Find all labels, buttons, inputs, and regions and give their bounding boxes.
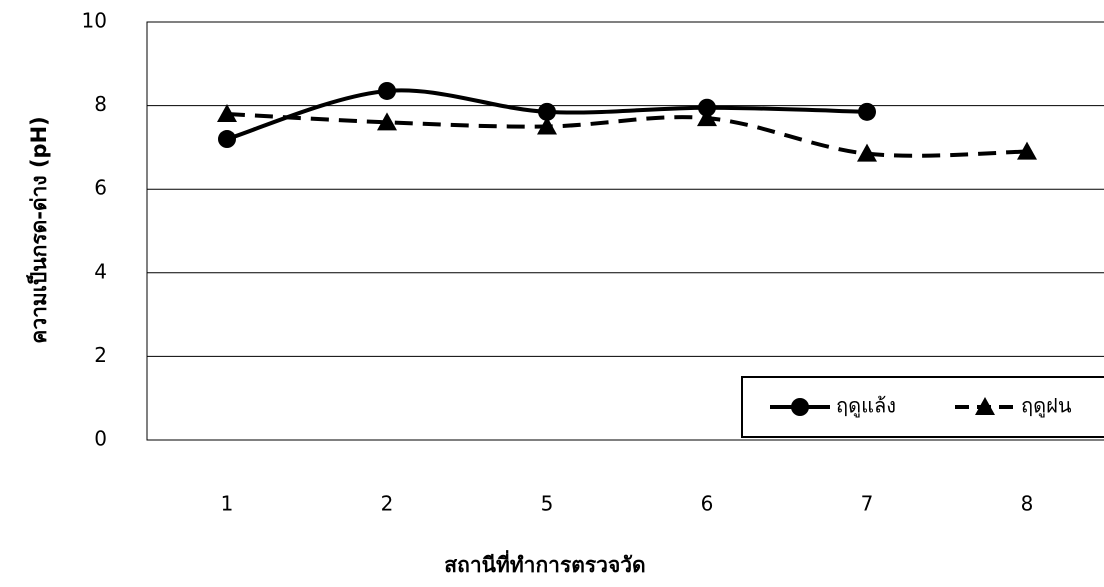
data-point (217, 103, 237, 122)
x-tick-label: 1 (221, 492, 234, 516)
data-point (538, 102, 556, 121)
data-point (858, 102, 876, 121)
y-tick-label: 2 (94, 343, 107, 367)
y-tick-label: 10 (82, 9, 107, 33)
x-tick-label: 7 (861, 492, 874, 516)
data-point (377, 112, 397, 131)
legend-marker (791, 398, 809, 416)
y-tick-label: 6 (94, 176, 107, 200)
y-axis-title: ความเป็นกรด-ด่าง (pH) (25, 116, 51, 343)
y-tick-label: 0 (94, 427, 107, 451)
data-point (1017, 141, 1037, 160)
data-point (857, 143, 877, 162)
series-line (226, 111, 1028, 158)
legend-label: ฤดูแล้ง (836, 394, 896, 419)
x-axis-title: สถานีที่ทำการตรวจวัด (444, 549, 645, 577)
legend-marker (975, 397, 995, 415)
plot-area (146, 21, 1104, 441)
y-tick-label: 4 (94, 259, 107, 283)
data-point (537, 116, 557, 135)
legend-label: ฤดูฝน (1021, 394, 1072, 419)
y-tick-label: 8 (94, 92, 107, 116)
x-tick-label: 2 (381, 492, 394, 516)
x-tick-label: 5 (541, 492, 554, 516)
data-point (218, 130, 236, 149)
data-point (378, 81, 396, 100)
x-tick-label: 6 (701, 492, 714, 516)
data-point (697, 108, 717, 127)
x-tick-label: 8 (1021, 492, 1034, 516)
data-point (698, 98, 716, 117)
